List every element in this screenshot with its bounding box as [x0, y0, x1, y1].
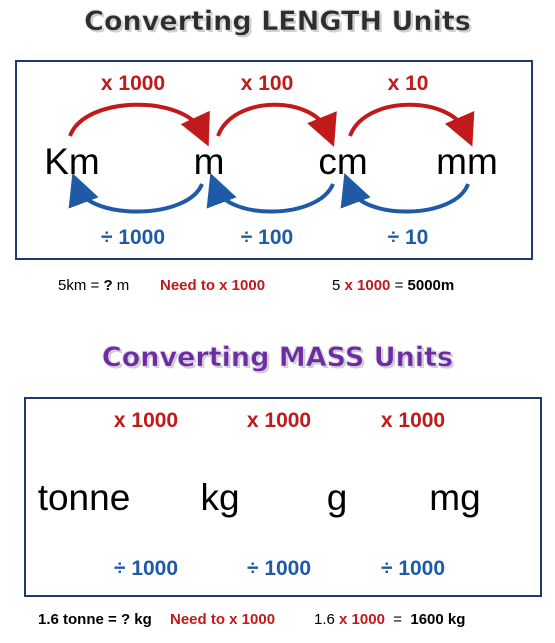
- length-calc-equals: =: [390, 277, 408, 294]
- length-multiply-arrow-1: [68, 102, 210, 147]
- length-unit-m: m: [193, 141, 225, 182]
- length-title: Converting LENGTH Units: [84, 6, 471, 38]
- mass-example-question: 1.6 tonne = ? kg: [38, 611, 152, 628]
- length-example-question-text: 5km =: [58, 277, 104, 294]
- length-unit-cm: cm: [318, 141, 368, 182]
- mass-example-hint: Need to x 1000: [170, 611, 276, 628]
- length-multiply-label-3: x 10: [387, 72, 429, 95]
- mass-divide-label-3: ÷ 1000: [380, 557, 446, 580]
- length-unit-km: Km: [44, 141, 100, 182]
- length-example-hint: Need to x 1000: [160, 277, 266, 294]
- length-divide-label-2: ÷ 100: [240, 226, 294, 249]
- length-divide-arrow-1: [68, 173, 204, 214]
- length-calc-result: 5000m: [407, 277, 455, 294]
- mass-divide-label-2: ÷ 1000: [246, 557, 312, 580]
- length-example-calculation: 5 x 1000 = 5000m: [332, 277, 454, 295]
- mass-unit-kg: kg: [200, 477, 240, 518]
- length-multiply-arrow-3: [348, 102, 475, 147]
- length-example-question-unit: m: [112, 277, 130, 294]
- mass-unit-tonne: tonne: [37, 477, 131, 518]
- mass-conversion-box: [24, 397, 542, 597]
- length-multiply-label-1: x 1000: [100, 72, 166, 95]
- length-multiply-arrow-2: [216, 102, 337, 147]
- length-calc-start: 5: [332, 277, 345, 294]
- mass-calc-operation: x 1000: [339, 611, 385, 628]
- length-unit-mm: mm: [436, 141, 498, 182]
- mass-multiply-label-2: x 1000: [246, 409, 312, 432]
- length-multiply-label-2: x 100: [240, 72, 294, 95]
- length-divide-arrow-3: [340, 173, 470, 214]
- mass-multiply-label-3: x 1000: [380, 409, 446, 432]
- length-example-question: 5km = ? m: [58, 277, 129, 295]
- mass-unit-g: g: [326, 477, 348, 518]
- mass-unit-mg: mg: [429, 477, 481, 518]
- length-divide-label-3: ÷ 10: [387, 226, 429, 249]
- length-calc-operation: x 1000: [344, 277, 391, 294]
- mass-calc-equals: =: [384, 611, 411, 628]
- mass-divide-label-1: ÷ 1000: [113, 557, 179, 580]
- mass-multiply-label-1: x 1000: [113, 409, 179, 432]
- length-example-question-mark: ?: [103, 277, 113, 294]
- mass-calc-result: 1600 kg: [410, 611, 466, 628]
- mass-calc-start: 1.6: [314, 611, 340, 628]
- length-divide-label-1: ÷ 1000: [100, 226, 166, 249]
- length-conversion-box: [15, 60, 533, 260]
- mass-example-calculation: 1.6 x 1000 = 1600 kg: [314, 611, 465, 629]
- length-divide-arrow-2: [206, 173, 335, 214]
- mass-title: Converting MASS Units: [101, 342, 454, 374]
